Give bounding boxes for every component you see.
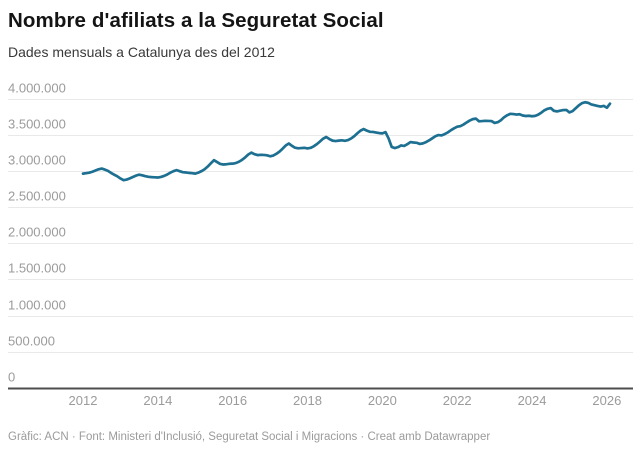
- x-tick-label: 2018: [293, 393, 322, 408]
- y-tick-label: 1.500.000: [8, 261, 66, 276]
- y-tick-label: 2.500.000: [8, 189, 66, 204]
- x-tick-label: 2020: [368, 393, 397, 408]
- affiliates-line-series: [81, 100, 612, 182]
- y-tick-label: 4.000.000: [8, 81, 66, 96]
- y-tick-label: 2.000.000: [8, 225, 66, 240]
- x-tick-label: 2012: [69, 393, 98, 408]
- y-tick-label: 0: [8, 370, 15, 385]
- x-tick-label: 2022: [443, 393, 472, 408]
- chart-title: Nombre d'afiliats a la Seguretat Social: [8, 9, 384, 32]
- x-tick-label: 2014: [143, 393, 172, 408]
- y-tick-label: 1.000.000: [8, 298, 66, 313]
- chart-subtitle: Dades mensuals a Catalunya des del 2012: [8, 44, 275, 60]
- y-tick-label: 3.500.000: [8, 117, 66, 132]
- x-tick-label: 2016: [218, 393, 247, 408]
- y-tick-label: 500.000: [8, 334, 55, 349]
- x-tick-label: 2026: [592, 393, 621, 408]
- y-tick-label: 3.000.000: [8, 153, 66, 168]
- x-tick-label: 2024: [518, 393, 547, 408]
- chart-footer-attribution: Gràfic: ACN · Font: Ministeri d'Inclusió…: [8, 431, 491, 443]
